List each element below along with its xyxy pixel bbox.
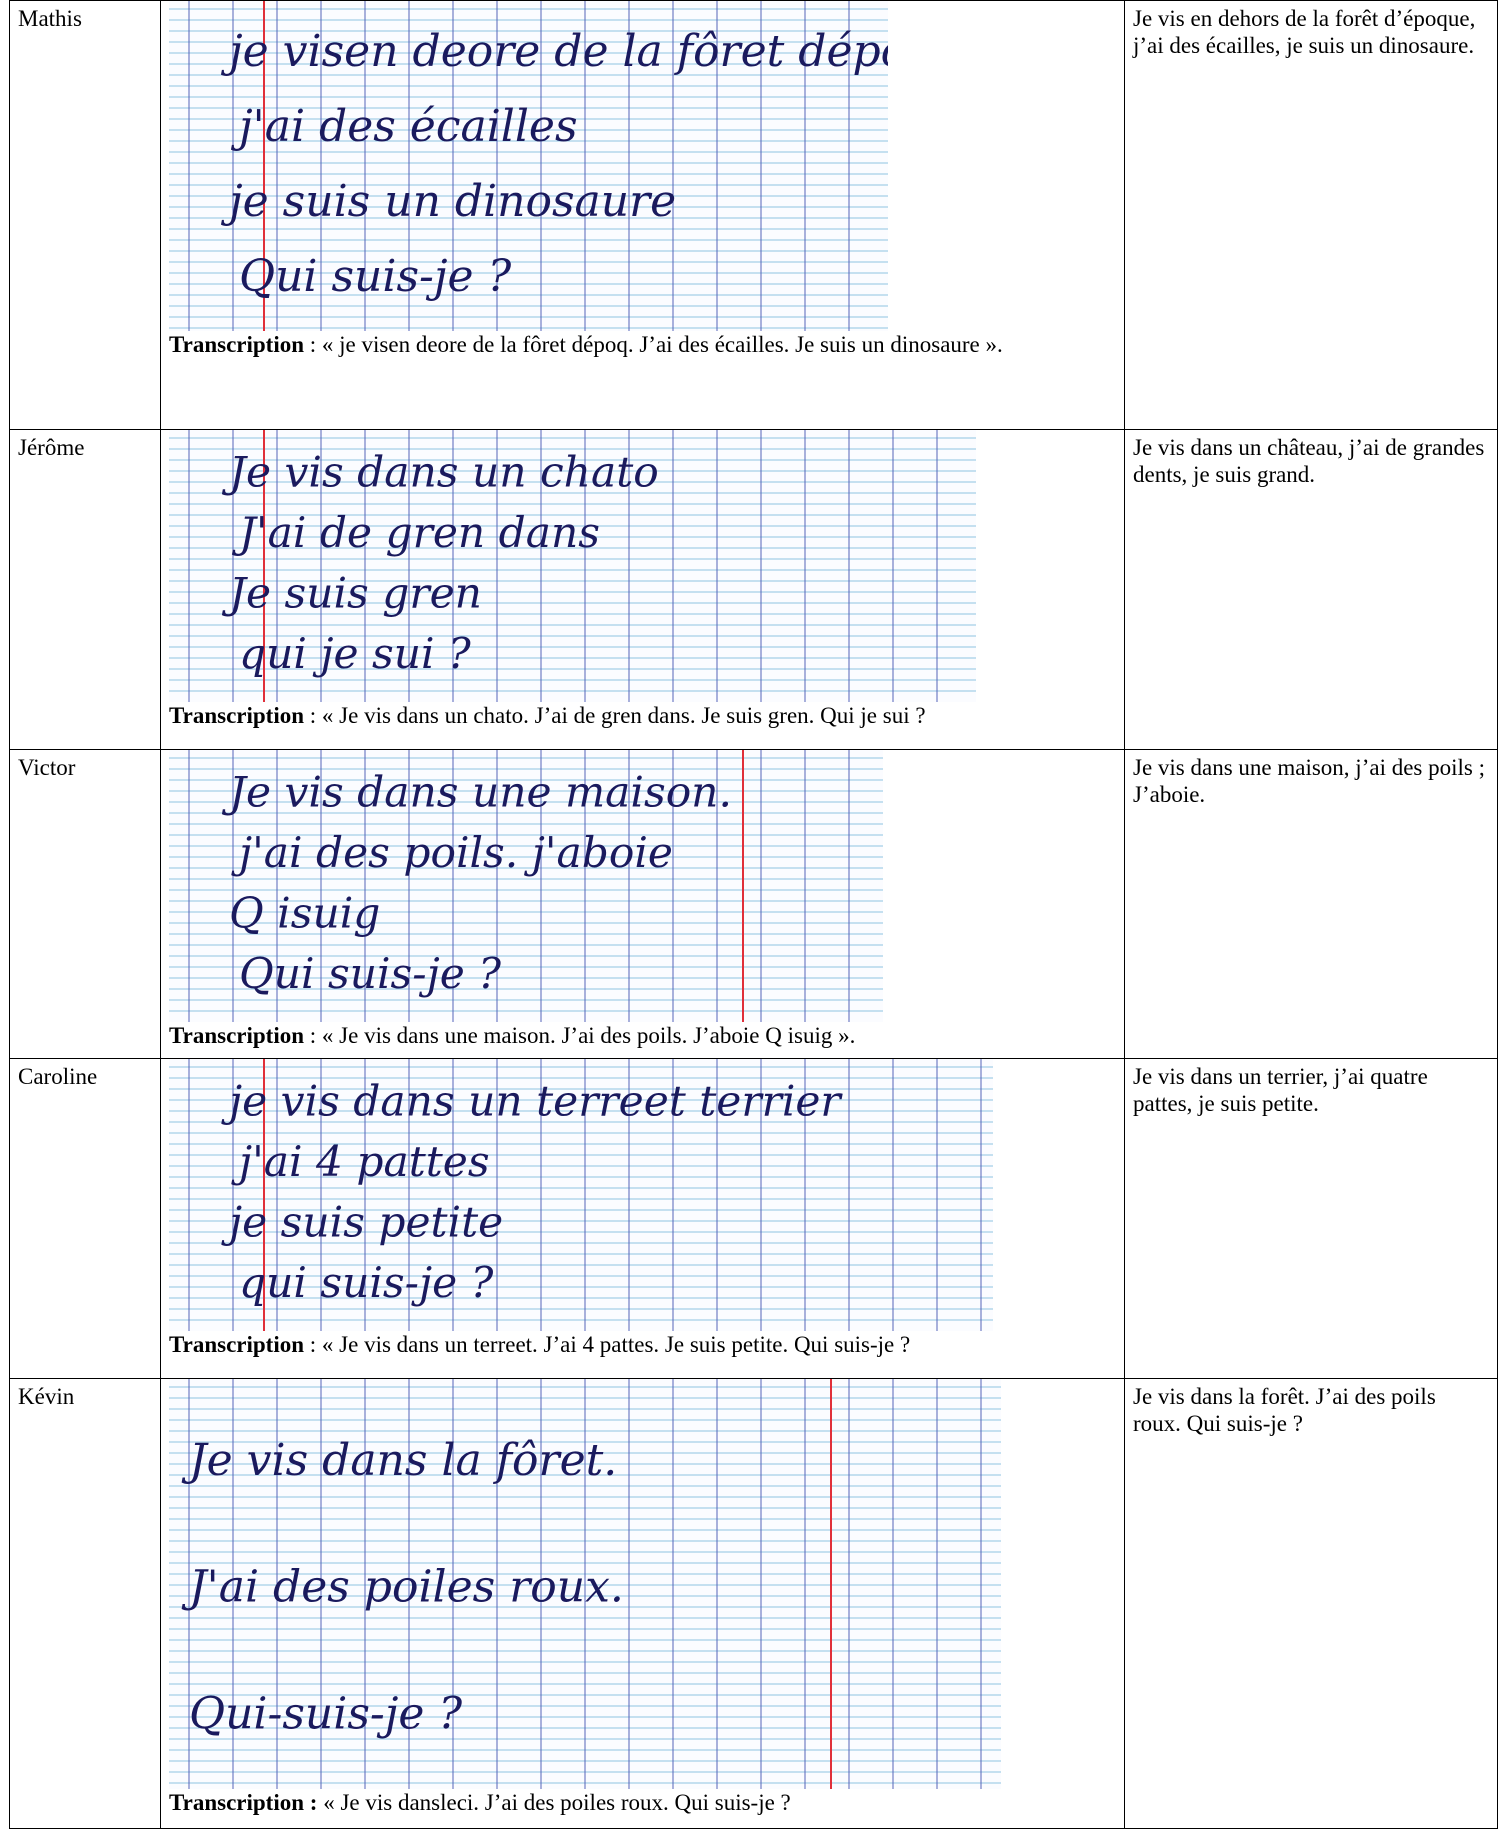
handwritten-line: je vis dans un terreet terrier: [221, 1076, 843, 1125]
work-cell: Je vis dans une maison. j'ai des poils. j…: [160, 749, 1125, 1059]
handwritten-line: qui suis-je ?: [239, 1258, 494, 1307]
handwritten-line: Qui suis-je ?: [239, 949, 501, 998]
student-name: Mathis: [18, 6, 82, 31]
paper: [169, 1059, 993, 1331]
description-cell: Je vis dans un château, j’ai de grandes …: [1124, 429, 1498, 750]
work-cell: je visen deore de la fôret dépoq j'ai des…: [160, 0, 1125, 430]
handwriting-scan: je visen deore de la fôret dépoq j'ai des…: [169, 1, 888, 331]
handwritten-line: j'ai des poils. j'aboie: [231, 828, 673, 877]
handwritten-line: Qui-suis-je ?: [189, 1688, 462, 1739]
row: Caroline je vis dans un terreet terrier j'…: [9, 1058, 1498, 1379]
transcription-text: « Je vis dansleci. J’ai des poiles roux.…: [317, 1790, 791, 1815]
handwritten-line: Je vis dans une maison.: [221, 767, 732, 816]
row: Victor Je vis dans une maison. j'ai des po…: [9, 749, 1498, 1059]
transcription-text: : « je visen deore de la fôret dépoq. J’…: [304, 332, 1003, 357]
transcription-text: : « Je vis dans un chato. J’ai de gren d…: [304, 703, 926, 728]
handwritten-line: Qui suis-je ?: [239, 251, 512, 302]
description-cell: Je vis en dehors de la forêt d’époque, j…: [1124, 0, 1498, 430]
handwriting-scan: Je vis dans une maison. j'ai des poils. j…: [169, 750, 883, 1022]
transcription: Transcription : « je visen deore de la f…: [169, 331, 1116, 358]
handwritten-line: j'ai 4 pattes: [231, 1137, 490, 1186]
description: Je vis en dehors de la forêt d’époque, j…: [1133, 6, 1476, 58]
transcription: Transcription : « Je vis dans un chato. …: [169, 702, 1116, 729]
work-cell: Je vis dans la fôret. J'ai des poiles rou…: [160, 1378, 1125, 1829]
description: Je vis dans la forêt. J’ai des poils rou…: [1133, 1384, 1436, 1436]
description-cell: Je vis dans une maison, j’ai des poils ;…: [1124, 749, 1498, 1059]
description-cell: Je vis dans un terrier, j’ai quatre patt…: [1124, 1058, 1498, 1379]
transcription-label: Transcription: [169, 1332, 305, 1357]
description: Je vis dans un terrier, j’ai quatre patt…: [1133, 1064, 1428, 1116]
handwriting-scan: Je vis dans un chato J'ai de gren dans Je …: [169, 430, 976, 702]
description: Je vis dans un château, j’ai de grandes …: [1133, 435, 1485, 487]
name-cell: Victor: [9, 749, 161, 1059]
row: Jérôme Je vis dans un chato J'ai de gren d…: [9, 429, 1498, 750]
transcription-text: : « Je vis dans une maison. J’ai des poi…: [304, 1023, 856, 1048]
name-cell: Jérôme: [9, 429, 161, 750]
transcription: Transcription : « Je vis dans une maison…: [169, 1022, 1116, 1049]
student-table: Mathis je visen deore de la fôret dépoq j'…: [9, 0, 1498, 1829]
student-name: Caroline: [18, 1064, 98, 1089]
work-cell: je vis dans un terreet terrier j'ai 4 pat…: [160, 1058, 1125, 1379]
handwritten-line: Je vis dans la fôret.: [181, 1435, 617, 1486]
handwriting-scan: je vis dans un terreet terrier j'ai 4 pat…: [169, 1059, 993, 1331]
work-cell: Je vis dans un chato J'ai de gren dans Je …: [160, 429, 1125, 750]
name-cell: Mathis: [9, 0, 161, 430]
student-name: Jérôme: [18, 435, 85, 460]
handwritten-line: Q isuig: [229, 888, 380, 937]
transcription-label: Transcription: [169, 332, 305, 357]
handwritten-line: J'ai de gren dans: [231, 508, 600, 557]
row: Kévin Je vis dans la fôret. J'ai des poile…: [9, 1378, 1498, 1829]
transcription: Transcription : « Je vis dans un terreet…: [169, 1331, 1116, 1358]
handwriting-scan: Je vis dans la fôret. J'ai des poiles rou…: [169, 1379, 1001, 1789]
transcription-label: Transcription :: [169, 1790, 318, 1815]
transcription-label: Transcription: [169, 1023, 305, 1048]
description: Je vis dans une maison, j’ai des poils ;…: [1133, 755, 1485, 807]
paper: [169, 1, 888, 331]
handwritten-line: je suis petite: [221, 1197, 503, 1246]
paper: [169, 430, 976, 702]
paper: [169, 750, 883, 1022]
name-cell: Kévin: [9, 1378, 161, 1829]
student-name: Kévin: [18, 1384, 75, 1409]
transcription-text: : « Je vis dans un terreet. J’ai 4 patte…: [304, 1332, 911, 1357]
handwritten-line: qui je sui ?: [239, 629, 471, 678]
description-cell: Je vis dans la forêt. J’ai des poils rou…: [1124, 1378, 1498, 1829]
handwritten-line: je suis un dinosaure: [220, 176, 676, 227]
row: Mathis je visen deore de la fôret dépoq j'…: [9, 0, 1498, 430]
handwritten-line: Je vis dans un chato: [221, 447, 659, 496]
handwritten-line: J'ai des poiles roux.: [181, 1562, 624, 1613]
transcription: Transcription : « Je vis dansleci. J’ai …: [169, 1789, 1116, 1816]
transcription-label: Transcription: [169, 703, 305, 728]
handwritten-line: j'ai des écailles: [230, 101, 578, 152]
student-name: Victor: [18, 755, 76, 780]
name-cell: Caroline: [9, 1058, 161, 1379]
handwritten-line: je visen deore de la fôret dépoq: [220, 26, 888, 77]
handwritten-line: Je suis gren: [221, 568, 482, 617]
